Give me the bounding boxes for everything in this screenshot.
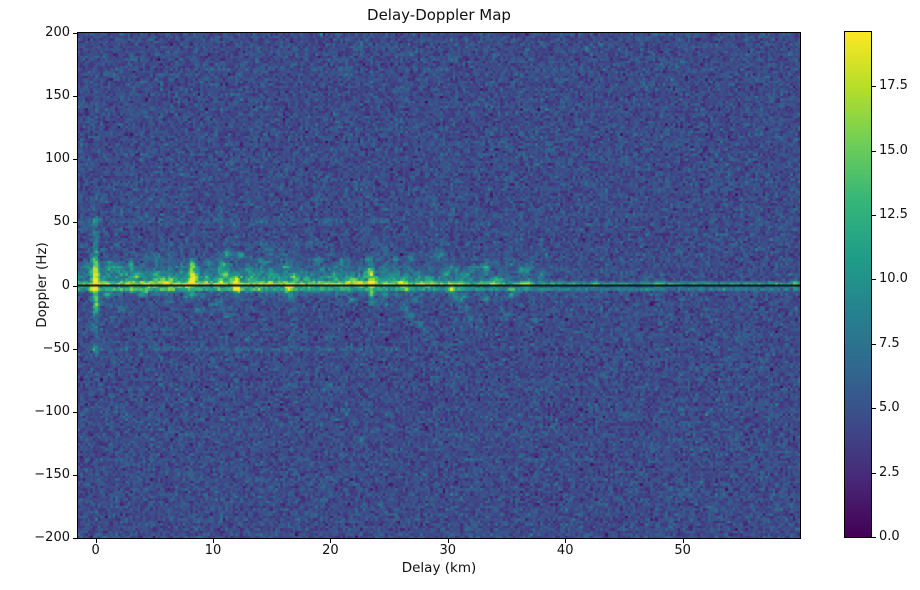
colorbar-tick-mark [872, 279, 876, 281]
x-tick-mark [95, 539, 97, 543]
x-tick-mark [330, 539, 332, 543]
y-tick-mark [73, 33, 77, 34]
colorbar-tick-mark [872, 408, 876, 410]
colorbar-tick-label: 0.0 [879, 529, 900, 544]
colorbar-tick-mark [872, 472, 876, 474]
y-tick-label: 150 [45, 88, 70, 104]
y-tick-label: −100 [34, 403, 70, 419]
heatmap-image [77, 32, 801, 539]
x-tick-label: 20 [322, 543, 339, 558]
x-tick-label: 30 [439, 543, 457, 558]
y-tick-label: −50 [42, 340, 70, 356]
x-tick-label: 50 [674, 543, 691, 558]
colorbar-tick-mark [872, 214, 876, 216]
colorbar-tick-label: 5.0 [879, 400, 900, 416]
colorbar-tick-mark [872, 537, 876, 538]
colorbar-tick-mark [872, 150, 876, 152]
colorbar-tick-mark [872, 86, 876, 88]
x-tick-label: 10 [204, 543, 222, 558]
colorbar-tick-label: 12.5 [879, 206, 908, 222]
x-tick-mark [447, 539, 449, 543]
colorbar-tick-label: 2.5 [879, 464, 900, 480]
colorbar-tick-label: 15.0 [879, 142, 908, 158]
colorbar-tick-label: 17.5 [879, 78, 908, 94]
y-tick-label: 100 [45, 151, 70, 167]
y-tick-mark [73, 96, 77, 98]
y-tick-label: −200 [34, 530, 70, 545]
colorbar-tick-mark [872, 343, 876, 345]
x-tick-mark [682, 539, 684, 543]
y-tick-label: 50 [53, 214, 70, 230]
y-tick-label: 0 [61, 277, 70, 293]
y-tick-label: −150 [34, 466, 70, 482]
x-tick-label: 0 [91, 543, 100, 558]
y-tick-mark [73, 474, 77, 476]
y-tick-label: 200 [45, 25, 70, 40]
y-tick-mark [73, 222, 77, 224]
y-tick-mark [73, 159, 77, 161]
x-tick-mark [565, 539, 567, 543]
colorbar-tick-label: 10.0 [879, 271, 908, 287]
colorbar [844, 31, 872, 538]
y-tick-mark [73, 348, 77, 350]
x-tick-mark [213, 539, 214, 543]
x-axis-label: Delay (km) [401, 560, 477, 576]
y-axis-label: Doppler (Hz) [34, 242, 50, 328]
x-tick-label: 40 [556, 543, 574, 558]
colorbar-tick-label: 7.5 [879, 335, 900, 351]
y-tick-mark [73, 285, 77, 287]
chart-title: Delay-Doppler Map [367, 6, 511, 24]
y-tick-mark [73, 538, 77, 539]
y-tick-mark [73, 411, 77, 413]
